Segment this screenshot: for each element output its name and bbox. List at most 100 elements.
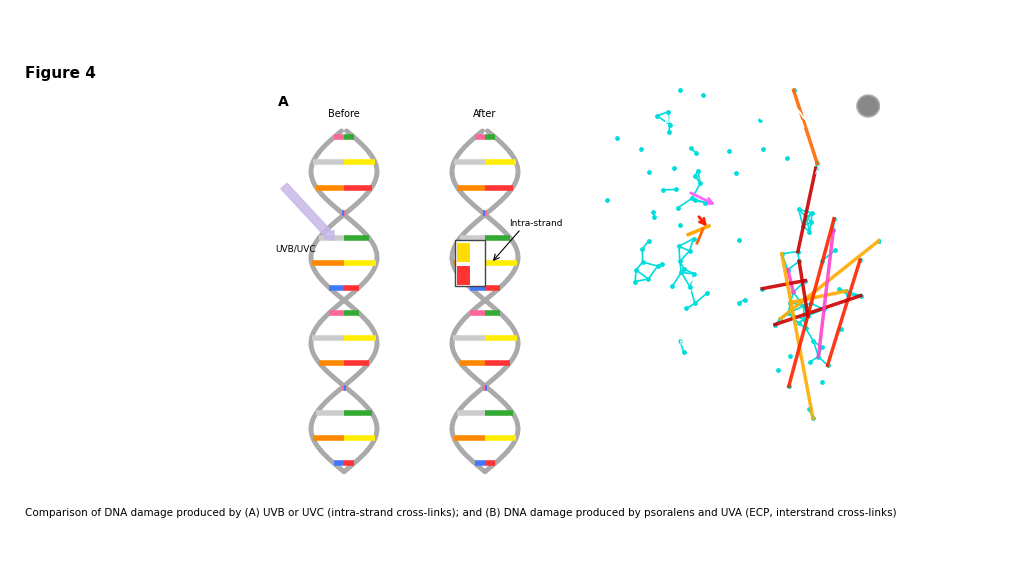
Point: [654, 259, 671, 268]
Point: [681, 247, 697, 256]
Point: [654, 185, 671, 195]
Point: [803, 298, 819, 308]
Point: [791, 204, 807, 214]
Point: [697, 198, 714, 207]
Point: [781, 351, 798, 361]
Point: [686, 269, 702, 278]
Point: [814, 256, 830, 266]
Point: [795, 221, 811, 230]
Point: [790, 247, 806, 256]
Point: [671, 241, 687, 251]
Text: Psoralen: Psoralen: [650, 338, 692, 347]
Point: [736, 295, 753, 304]
Point: [684, 194, 700, 203]
Point: [785, 288, 802, 297]
Text: Inter-strand: Inter-strand: [703, 415, 761, 425]
Point: [772, 314, 788, 323]
FancyArrow shape: [281, 183, 334, 240]
Point: [834, 324, 850, 334]
Point: [676, 265, 692, 274]
Point: [685, 234, 701, 243]
Point: [815, 305, 831, 314]
Point: [767, 320, 783, 329]
Text: After: After: [473, 109, 497, 119]
Point: [728, 169, 744, 178]
Point: [825, 226, 842, 235]
Point: [798, 324, 814, 333]
Point: [699, 288, 716, 297]
Point: [804, 209, 820, 218]
Point: [838, 286, 854, 295]
Point: [870, 236, 887, 245]
Point: [695, 91, 712, 100]
Point: [799, 213, 815, 222]
Bar: [457, 243, 470, 262]
Point: [773, 249, 790, 259]
Point: [688, 149, 705, 158]
Point: [779, 153, 796, 162]
Point: [640, 167, 656, 176]
Point: [635, 257, 651, 267]
Point: [800, 311, 816, 320]
Text: Before: Before: [664, 115, 695, 124]
Point: [649, 111, 666, 120]
Point: [668, 185, 684, 194]
Point: [721, 146, 737, 156]
Point: [796, 314, 812, 324]
Point: [826, 245, 843, 255]
Point: [802, 357, 818, 366]
Point: [819, 361, 836, 370]
Point: [645, 207, 662, 217]
Point: [672, 257, 688, 266]
Point: [670, 203, 686, 212]
Text: Before: Before: [328, 109, 359, 119]
Point: [731, 235, 748, 244]
Circle shape: [857, 95, 880, 117]
Point: [665, 281, 681, 290]
Point: [666, 164, 682, 173]
Point: [627, 277, 643, 286]
Point: [640, 236, 656, 245]
Point: [797, 276, 813, 285]
Point: [852, 255, 868, 264]
Point: [752, 115, 768, 124]
Point: [683, 144, 699, 153]
Point: [672, 221, 688, 230]
Text: UVB/UVC: UVB/UVC: [275, 244, 315, 253]
Point: [692, 179, 709, 188]
Point: [830, 285, 847, 294]
Point: [687, 298, 703, 308]
Point: [649, 262, 666, 271]
Point: [755, 145, 771, 154]
Point: [673, 268, 689, 277]
Point: [809, 158, 825, 168]
Point: [805, 414, 821, 423]
Point: [801, 227, 817, 236]
Point: [686, 196, 702, 205]
Point: [640, 274, 656, 283]
Point: [637, 77, 653, 86]
Point: [628, 266, 644, 275]
Point: [599, 195, 615, 204]
Point: [803, 217, 819, 226]
Point: [780, 309, 797, 318]
Point: [662, 120, 678, 129]
Point: [791, 319, 807, 328]
Point: [791, 257, 807, 266]
Point: [633, 144, 649, 153]
Point: [646, 212, 663, 221]
Point: [805, 336, 821, 346]
Point: [814, 378, 830, 387]
Point: [690, 166, 707, 176]
Text: UVA: UVA: [785, 120, 805, 130]
Text: Comparison of DNA damage produced by (A) UVB or UVC (intra-strand cross-links); : Comparison of DNA damage produced by (A)…: [25, 508, 897, 518]
Point: [634, 244, 650, 253]
Text: Figure 4: Figure 4: [25, 66, 96, 81]
Point: [770, 365, 786, 374]
Point: [660, 127, 677, 137]
Point: [682, 282, 698, 291]
Text: A: A: [278, 94, 289, 108]
Point: [754, 284, 770, 293]
Point: [796, 301, 812, 310]
Point: [731, 298, 748, 308]
